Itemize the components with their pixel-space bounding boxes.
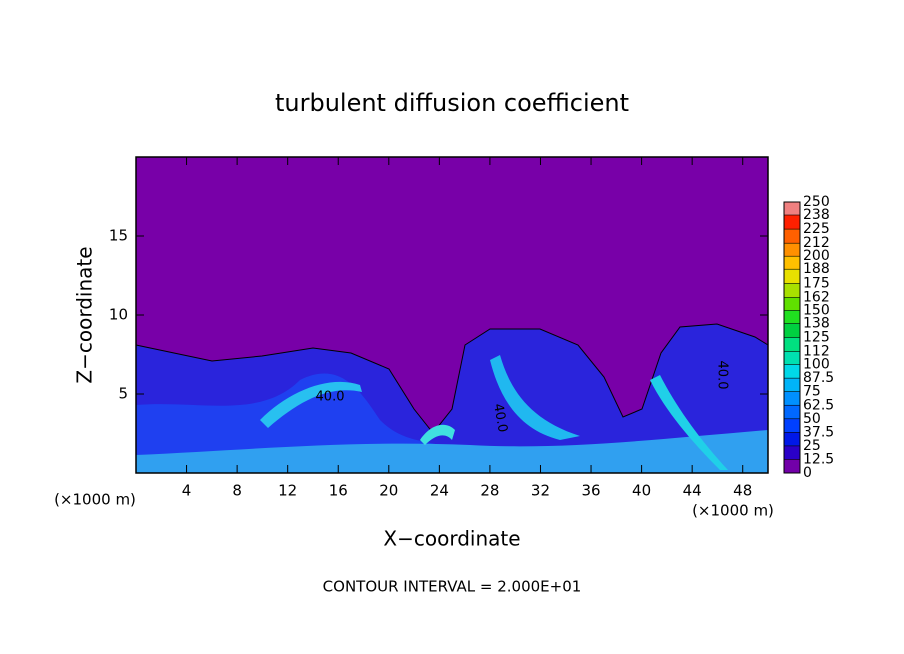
colorbar-band	[784, 351, 800, 365]
colorbar-band	[784, 432, 800, 446]
field-streak	[490, 355, 580, 440]
field-streak	[260, 381, 362, 428]
colorbar-label: 75	[803, 384, 821, 400]
colorbar-band	[784, 215, 800, 230]
x-tick-label: 40	[632, 482, 651, 500]
colorbar-band	[784, 459, 800, 473]
colorbar-label: 150	[803, 302, 830, 318]
colorbar-band	[784, 323, 800, 338]
colorbar-label: 100	[803, 357, 830, 373]
x-tick-label: 36	[581, 482, 600, 500]
footer-note: CONTOUR INTERVAL = 2.000E+01	[323, 578, 582, 596]
x-tick-label: 4	[182, 482, 192, 500]
colorbar-band	[784, 364, 800, 379]
colorbar-label: 138	[803, 315, 830, 331]
colorbar-band	[784, 256, 800, 270]
colorbar-band	[784, 310, 800, 324]
colorbar-label: 62.5	[803, 397, 834, 413]
colorbar-band	[784, 202, 800, 216]
x-tick-label: 24	[430, 482, 449, 500]
colorbar-band	[784, 445, 800, 460]
colorbar-band	[784, 243, 800, 257]
colorbar-band	[784, 337, 800, 352]
x-tick-label: 12	[278, 482, 297, 500]
contour-label: 40.0	[715, 361, 730, 390]
colorbar-band	[784, 391, 800, 406]
colorbar-band	[784, 418, 800, 433]
colorbar-band	[784, 283, 800, 298]
y-tick-label: 15	[109, 227, 128, 245]
colorbar-label: 0	[803, 465, 812, 481]
x-unit-label: (×1000 m)	[692, 502, 774, 520]
x-unit-label: (×1000 m)	[54, 491, 136, 509]
colorbar-band	[784, 297, 800, 311]
colorbar-label: 50	[803, 411, 821, 427]
x-tick-label: 20	[379, 482, 398, 500]
colorbar-band	[784, 269, 800, 284]
colorbar-label: 250	[803, 194, 830, 210]
colorbar-label: 175	[803, 275, 830, 291]
x-tick-label: 16	[329, 482, 348, 500]
field-streak	[420, 424, 455, 445]
colorbar-band	[784, 405, 800, 419]
colorbar-label: 162	[803, 289, 830, 305]
colorbar-band	[784, 229, 800, 244]
colorbar-label: 87.5	[803, 370, 834, 386]
y-tick-label: 5	[118, 385, 128, 403]
colorbar-label: 238	[803, 207, 830, 223]
colorbar-label: 225	[803, 221, 830, 237]
colorbar-label: 200	[803, 248, 830, 264]
field	[135, 157, 769, 474]
y-tick-label: 10	[109, 306, 128, 324]
colorbar-label: 12.5	[803, 451, 834, 467]
field-streak	[136, 430, 768, 473]
colorbar-band	[784, 378, 800, 392]
x-axis-label: X−coordinate	[383, 527, 520, 551]
colorbar-label: 125	[803, 330, 830, 346]
colorbar-label: 188	[803, 261, 830, 277]
contour-label: 40.0	[316, 390, 345, 405]
y-axis-label: Z−coordinate	[73, 246, 97, 383]
x-tick-label: 32	[531, 482, 550, 500]
colorbar-label: 212	[803, 235, 830, 251]
contour-label: 40.0	[490, 402, 510, 433]
x-tick-label: 8	[232, 482, 242, 500]
colorbar-label: 25	[803, 438, 821, 454]
chart-title: turbulent diffusion coefficient	[275, 89, 629, 117]
x-tick-label: 44	[683, 482, 702, 500]
x-tick-label: 48	[733, 482, 752, 500]
field-streak	[650, 375, 728, 470]
x-tick-label: 28	[480, 482, 499, 500]
colorbar-label: 112	[803, 344, 830, 360]
colorbar-label: 37.5	[803, 424, 834, 440]
